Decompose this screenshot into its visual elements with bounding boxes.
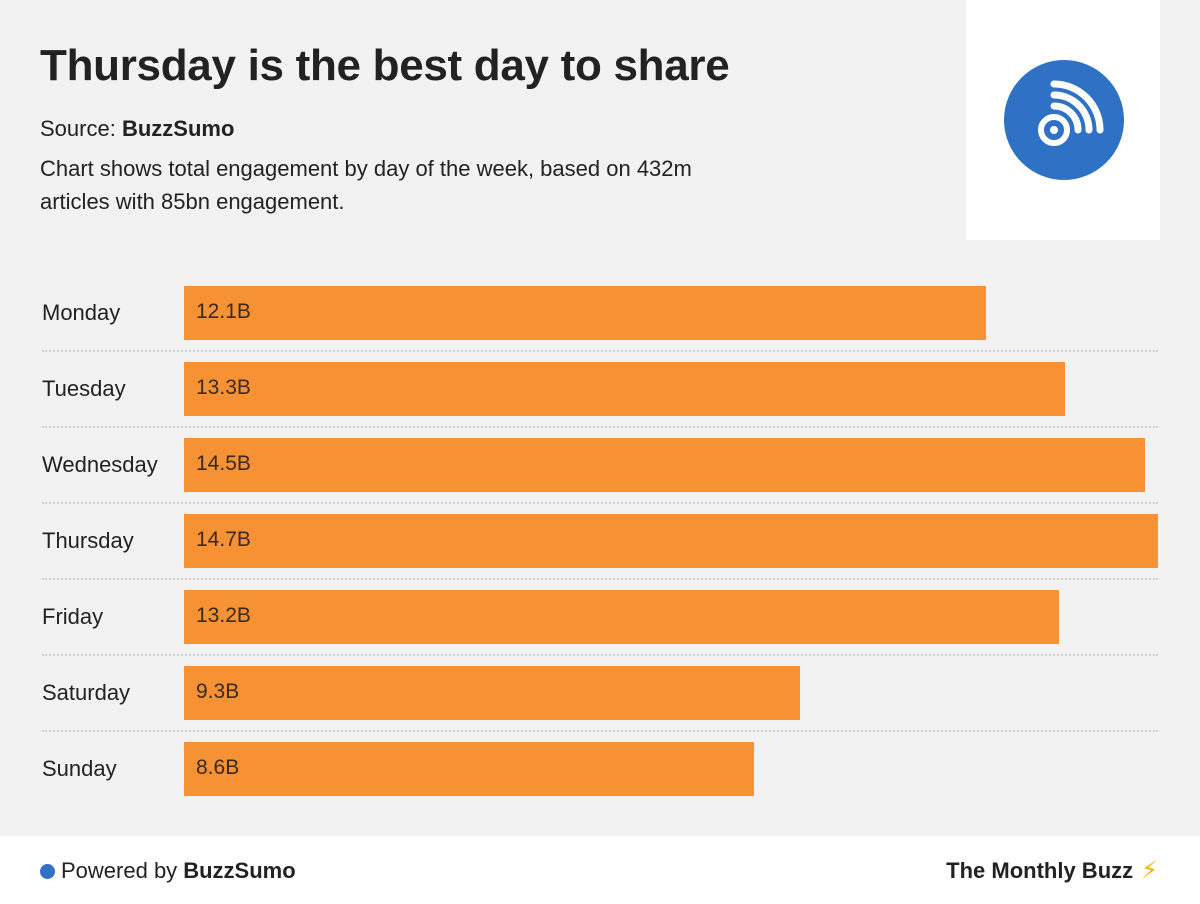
data-label: 14.7B — [196, 528, 251, 551]
row-divider — [42, 578, 1158, 580]
row-divider — [42, 350, 1158, 352]
header: Thursday is the best day to share — [40, 38, 940, 94]
source-prefix: Source: — [40, 116, 116, 141]
category-label: Wednesday — [42, 452, 158, 477]
category-label: Friday — [42, 604, 104, 629]
chart-title: Thursday is the best day to share — [40, 41, 730, 90]
chart-description: Chart shows total engagement by day of t… — [40, 156, 692, 214]
logo-card — [966, 0, 1160, 240]
bar — [184, 362, 1065, 416]
category-label: Tuesday — [42, 376, 126, 401]
data-label: 9.3B — [196, 680, 240, 703]
bar — [184, 514, 1158, 568]
newsletter-name: The Monthly Buzz — [946, 858, 1134, 883]
footer: Powered by BuzzSumo The Monthly Buzz ⚡ — [0, 836, 1200, 904]
data-label: 12.1B — [196, 300, 251, 323]
powered-by: Powered by BuzzSumo — [40, 858, 296, 884]
category-label: Monday — [42, 300, 121, 325]
powered-name: BuzzSumo — [183, 858, 296, 883]
lightning-bolt-icon: ⚡ — [1141, 857, 1158, 884]
powered-prefix: Powered by — [61, 858, 178, 883]
data-label: 13.3B — [196, 376, 251, 399]
bar — [184, 666, 800, 720]
row-divider — [42, 654, 1158, 656]
bar — [184, 438, 1145, 492]
bar — [184, 286, 986, 340]
category-label: Sunday — [42, 756, 117, 781]
newsletter-label: The Monthly Buzz ⚡ — [946, 858, 1158, 884]
category-label: Thursday — [42, 528, 134, 553]
row-divider — [42, 426, 1158, 428]
source-line: Source: BuzzSumo — [40, 116, 234, 142]
brand-dot-icon — [40, 863, 55, 879]
data-label: 14.5B — [196, 452, 251, 475]
rss-broadcast-icon — [1004, 60, 1124, 180]
bar — [184, 742, 754, 796]
data-label: 13.2B — [196, 604, 251, 627]
row-divider — [42, 730, 1158, 732]
source-name: BuzzSumo — [121, 116, 235, 141]
category-label: Saturday — [42, 680, 131, 705]
bar — [184, 590, 1059, 644]
data-label: 8.6B — [196, 756, 240, 779]
row-divider — [42, 502, 1158, 504]
